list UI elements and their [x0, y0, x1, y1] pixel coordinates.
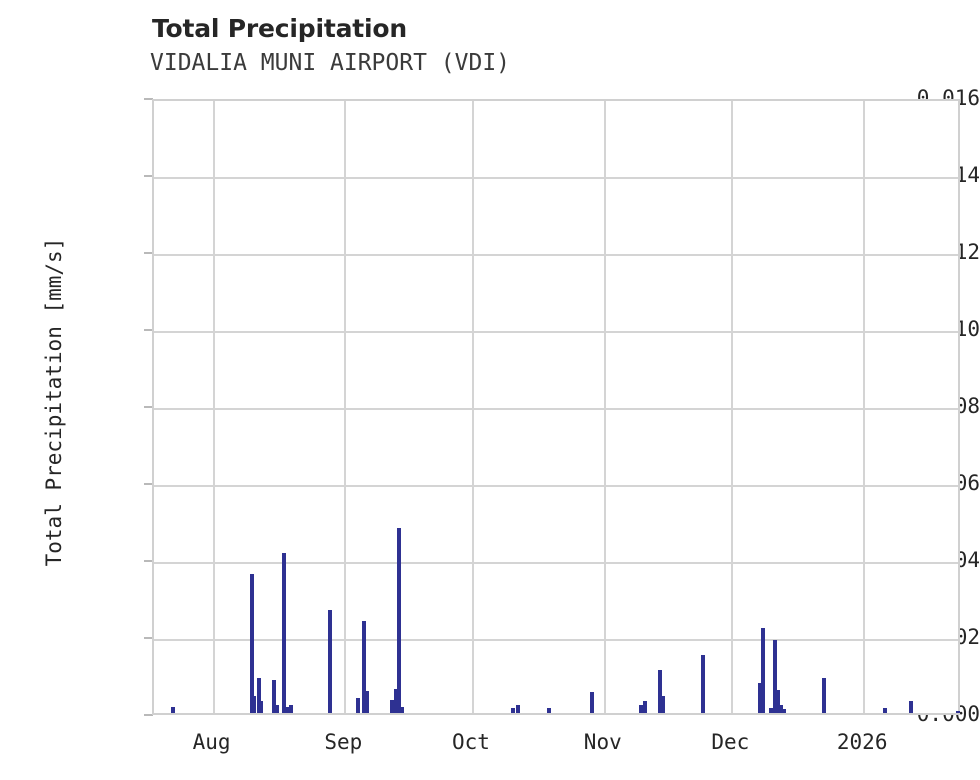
data-bar — [249, 574, 254, 713]
y-tick-mark — [144, 714, 153, 716]
data-bar — [590, 691, 595, 713]
gridline-vertical — [731, 101, 734, 713]
gridline-vertical — [471, 101, 474, 713]
data-bar — [288, 705, 293, 713]
data-bar — [782, 709, 787, 713]
data-bar — [883, 708, 888, 713]
gridline-horizontal — [154, 562, 958, 564]
data-bar — [642, 701, 647, 713]
y-tick-mark — [144, 637, 153, 639]
x-tick-label: Nov — [583, 730, 622, 754]
data-bar — [400, 706, 405, 713]
gridline-horizontal — [154, 331, 958, 333]
x-tick-label: Dec — [711, 730, 750, 754]
data-bar — [393, 688, 398, 713]
data-bar — [390, 699, 395, 713]
y-tick-mark — [144, 406, 153, 408]
y-tick-mark — [144, 98, 153, 100]
gridline-horizontal — [154, 639, 958, 641]
page-title: Total Precipitation — [152, 14, 407, 43]
data-bar — [271, 680, 276, 713]
data-bar — [362, 620, 367, 713]
y-tick-mark — [144, 329, 153, 331]
gridline-horizontal — [154, 177, 958, 179]
y-tick-mark — [144, 252, 153, 254]
data-bar — [252, 695, 257, 713]
data-bar — [364, 690, 369, 713]
data-bar — [955, 710, 960, 713]
data-bar — [700, 655, 705, 713]
data-bar — [776, 689, 781, 713]
data-bar — [661, 695, 666, 713]
gridline-horizontal — [154, 408, 958, 410]
gridline-horizontal — [154, 254, 958, 256]
data-bar — [396, 528, 401, 713]
y-axis-title: Total Precipitation [mm/s] — [42, 237, 66, 567]
data-bar — [821, 678, 826, 713]
data-bar — [772, 639, 777, 713]
plot-area — [152, 99, 960, 715]
gridline-vertical — [344, 101, 347, 713]
gridline-vertical — [212, 101, 215, 713]
data-bar — [171, 707, 176, 713]
data-bar — [285, 706, 290, 713]
data-bar — [778, 705, 783, 713]
data-bar — [256, 678, 261, 713]
gridline-vertical — [863, 101, 866, 713]
data-series-bars — [154, 101, 960, 713]
x-tick-label: 2026 — [836, 730, 888, 754]
data-bar — [516, 704, 521, 713]
y-tick-mark — [144, 175, 153, 177]
data-bar — [768, 708, 773, 713]
data-bar — [547, 707, 552, 713]
data-bar — [275, 704, 280, 713]
gridline-horizontal — [154, 485, 958, 487]
data-bar — [282, 553, 287, 713]
y-tick-mark — [144, 560, 153, 562]
gridline-vertical — [603, 101, 606, 713]
data-bar — [760, 628, 765, 713]
data-bar — [758, 682, 762, 713]
x-tick-label: Oct — [451, 730, 490, 754]
data-bar — [658, 669, 663, 713]
data-bar — [356, 697, 361, 713]
data-bar — [259, 700, 264, 713]
chart-subtitle: VIDALIA MUNI AIRPORT (VDI) — [150, 50, 511, 76]
data-bar — [511, 708, 516, 713]
x-tick-label: Aug — [192, 730, 231, 754]
data-bar — [638, 705, 643, 713]
x-tick-label: Sep — [324, 730, 363, 754]
data-bar — [328, 609, 333, 713]
data-bar — [908, 701, 913, 713]
y-tick-mark — [144, 483, 153, 485]
